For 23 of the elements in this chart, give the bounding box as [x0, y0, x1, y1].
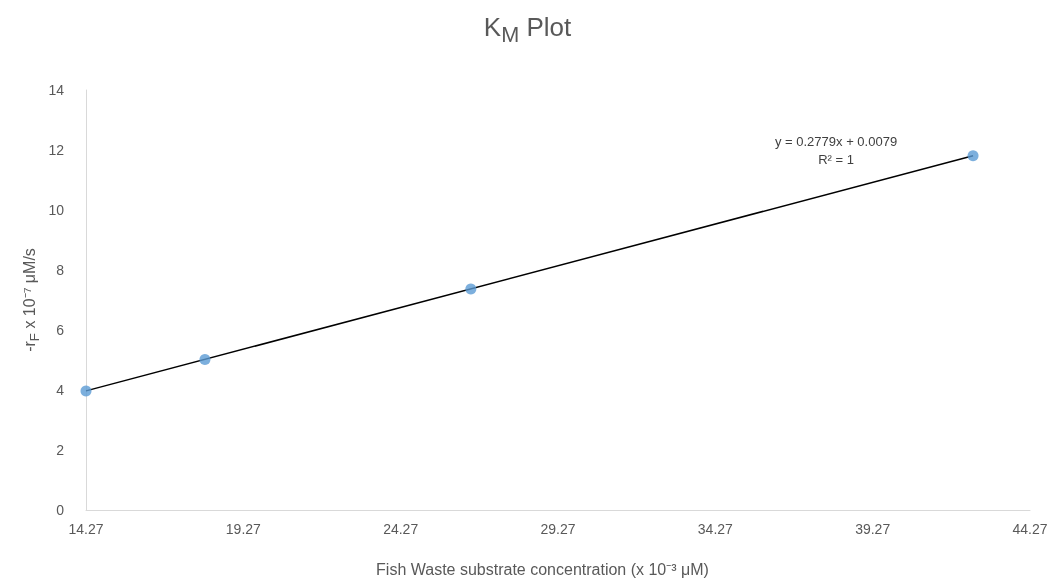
- y-tick-label: 4: [56, 382, 65, 398]
- y-tick-label: 14: [48, 82, 65, 98]
- annotation: R² = 1: [818, 151, 854, 167]
- x-axis-title: Fish Waste substrate concentration (x 10⁻³ μM): [375, 560, 710, 580]
- chart-title: K$_{M}$ Plot: [482, 12, 573, 49]
- x-tick-label: 19.27: [225, 521, 262, 537]
- x-tick-label: 34.27: [697, 521, 734, 537]
- annotation: y = 0.2779x + 0.0079: [774, 133, 898, 149]
- y-tick-label: 0: [56, 502, 65, 518]
- x-tick-label: 44.27: [1012, 521, 1048, 537]
- y-tick-label: 6: [56, 322, 65, 338]
- x-tick-label: 14.27: [68, 521, 104, 537]
- point: [967, 150, 979, 162]
- x-tick-label: 29.27: [540, 521, 576, 537]
- x-tick-label: 24.27: [383, 521, 419, 537]
- y-tick-label: 8: [56, 262, 65, 278]
- point: [465, 283, 477, 295]
- x-tick-label: 39.27: [855, 521, 891, 537]
- y-tick-label: 10: [48, 202, 65, 218]
- y-tick-label: 12: [48, 142, 65, 158]
- point: [80, 385, 92, 397]
- y-tick-label: 2: [56, 442, 65, 458]
- point: [199, 353, 211, 365]
